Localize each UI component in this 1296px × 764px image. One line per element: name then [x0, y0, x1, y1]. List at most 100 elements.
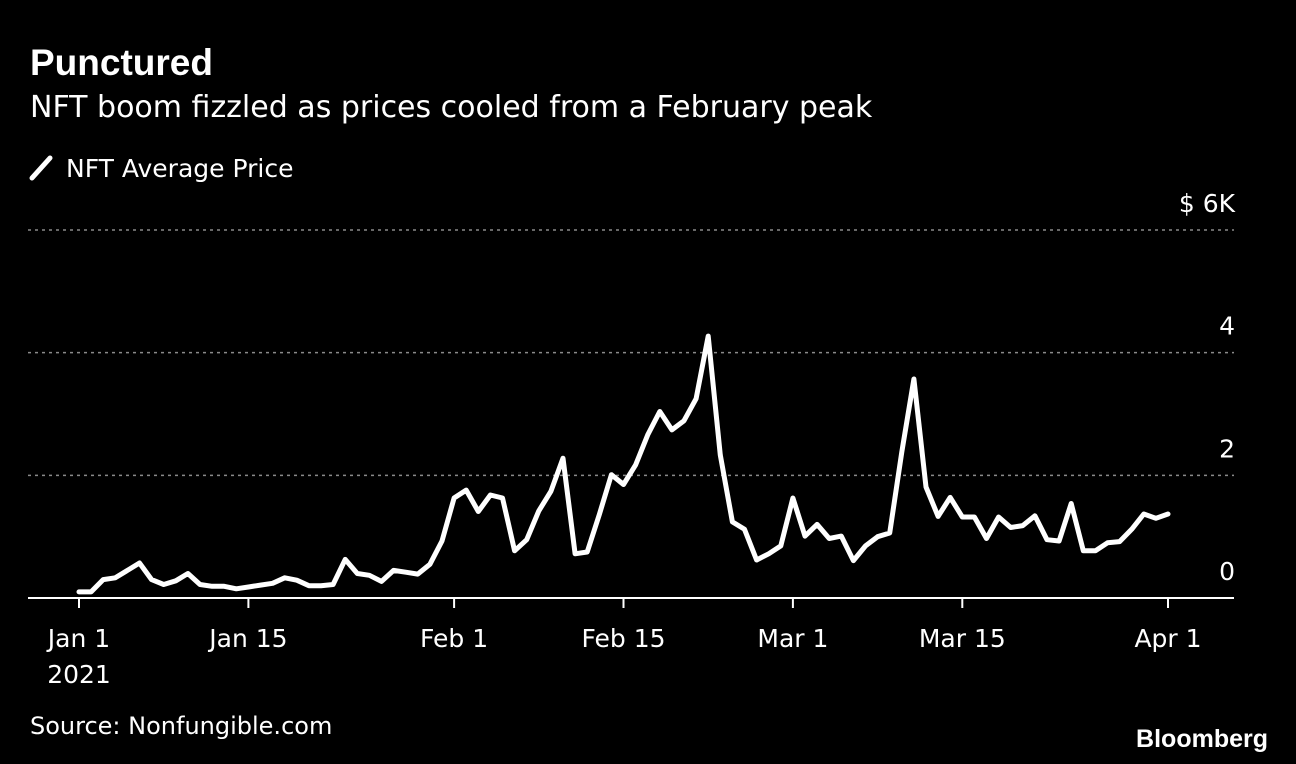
- data-point: [488, 493, 493, 498]
- x-tick-sublabel: 2021: [47, 660, 111, 689]
- data-point: [524, 537, 529, 542]
- data-point: [391, 568, 396, 573]
- data-point: [621, 482, 626, 487]
- chart-title: Punctured: [30, 42, 213, 83]
- data-point: [863, 543, 868, 548]
- data-point: [1081, 548, 1086, 553]
- data-point: [1166, 512, 1171, 517]
- data-point: [319, 583, 324, 588]
- data-point: [669, 427, 674, 432]
- series-line-nft-average-price: [76, 333, 1171, 595]
- data-point: [149, 577, 154, 582]
- data-point: [282, 575, 287, 580]
- data-point: [246, 585, 251, 590]
- data-point: [548, 489, 553, 494]
- data-point: [1069, 501, 1074, 506]
- data-point: [972, 515, 977, 520]
- data-point: [1105, 540, 1110, 545]
- data-point: [355, 571, 360, 576]
- data-point: [1093, 548, 1098, 553]
- data-point: [77, 589, 82, 594]
- data-point: [827, 536, 832, 541]
- data-point: [125, 568, 130, 573]
- data-point: [476, 509, 481, 514]
- data-point: [887, 531, 892, 536]
- data-point: [766, 551, 771, 556]
- data-point: [706, 334, 711, 339]
- x-tick-label: Mar 15: [919, 624, 1006, 653]
- legend-label: NFT Average Price: [66, 154, 293, 183]
- x-tick-label: Feb 1: [420, 624, 488, 653]
- data-point: [440, 539, 445, 544]
- data-point: [815, 522, 820, 527]
- data-point: [113, 575, 118, 580]
- data-point: [173, 578, 178, 583]
- data-point: [294, 578, 299, 583]
- series-layer: [76, 333, 1171, 595]
- data-point: [633, 462, 638, 467]
- data-point: [948, 495, 953, 500]
- legend-line-icon: [29, 155, 53, 181]
- data-point: [1129, 527, 1134, 532]
- grid-lines: [28, 229, 1234, 477]
- data-point: [1008, 525, 1013, 530]
- data-point: [778, 543, 783, 548]
- y-tick-label: 0: [1219, 557, 1235, 586]
- data-point: [1057, 539, 1062, 544]
- data-point: [936, 514, 941, 519]
- data-point: [343, 557, 348, 562]
- data-point: [1020, 523, 1025, 528]
- data-point: [851, 558, 856, 563]
- data-point: [573, 551, 578, 556]
- data-point: [464, 488, 469, 493]
- chart-subtitle: NFT boom fizzled as prices cooled from a…: [30, 90, 873, 125]
- data-point: [536, 508, 541, 513]
- data-point: [730, 519, 735, 524]
- data-point: [585, 550, 590, 555]
- data-point: [609, 472, 614, 477]
- data-point: [561, 456, 566, 461]
- data-point: [694, 396, 699, 401]
- data-point: [379, 579, 384, 584]
- y-tick-label: $ 6K: [1179, 189, 1236, 218]
- data-point: [331, 582, 336, 587]
- x-tick-label: Mar 1: [757, 624, 828, 653]
- data-point: [512, 548, 517, 553]
- data-point: [924, 485, 929, 490]
- data-point: [682, 418, 687, 423]
- data-point: [911, 377, 916, 382]
- x-tick-label: Apr 1: [1134, 624, 1201, 653]
- data-point: [101, 577, 106, 582]
- data-point: [306, 583, 311, 588]
- data-point: [234, 586, 239, 591]
- data-point: [210, 584, 215, 589]
- data-point: [367, 573, 372, 578]
- data-point: [657, 409, 662, 414]
- data-point: [875, 534, 880, 539]
- data-point: [1153, 516, 1158, 521]
- data-point: [137, 561, 142, 566]
- y-tick-label: 4: [1219, 312, 1235, 341]
- data-point: [803, 534, 808, 539]
- x-tick-label: Jan 1: [46, 624, 110, 653]
- data-point: [270, 581, 275, 586]
- x-tick-label: Jan 15: [207, 624, 287, 653]
- data-point: [742, 527, 747, 532]
- data-point: [1032, 513, 1037, 518]
- data-point: [500, 496, 505, 501]
- data-point: [718, 453, 723, 458]
- data-point: [645, 432, 650, 437]
- bloomberg-logo: Bloomberg: [1136, 725, 1268, 753]
- data-point: [984, 536, 989, 541]
- legend: NFT Average Price: [29, 154, 293, 183]
- data-point: [258, 583, 263, 588]
- y-tick-label: 2: [1219, 434, 1235, 463]
- data-point: [1141, 512, 1146, 517]
- data-point: [89, 589, 94, 594]
- data-point: [198, 582, 203, 587]
- data-point: [960, 515, 965, 520]
- data-point: [222, 584, 227, 589]
- data-point: [899, 450, 904, 455]
- data-point: [1045, 537, 1050, 542]
